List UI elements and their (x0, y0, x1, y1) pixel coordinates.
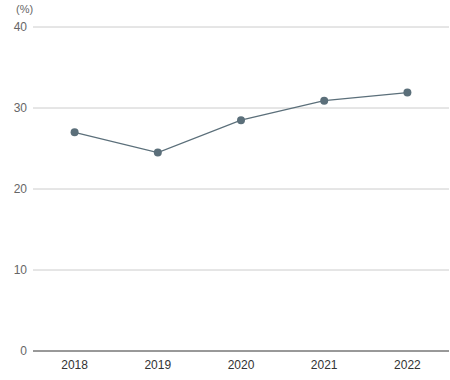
x-tick-label: 2020 (228, 358, 255, 372)
data-point (320, 97, 328, 105)
grid-line (33, 108, 449, 109)
data-point (71, 128, 79, 136)
x-tick-label: 2021 (311, 358, 338, 372)
plot-area (71, 89, 412, 157)
grid-line (33, 189, 449, 190)
y-tick-label: 10 (14, 263, 28, 277)
x-axis-line (33, 351, 449, 352)
data-point (237, 116, 245, 124)
y-tick-label: 30 (14, 101, 28, 115)
x-tick-label: 2019 (144, 358, 171, 372)
data-point (403, 89, 411, 97)
x-tick-label: 2022 (394, 358, 421, 372)
y-tick-label: 0 (20, 344, 27, 358)
y-tick-label: 40 (14, 20, 28, 34)
data-line (75, 93, 408, 153)
grid-line (33, 270, 449, 271)
grid-line (33, 27, 449, 28)
x-tick-label: 2018 (61, 358, 88, 372)
data-point (154, 149, 162, 157)
chart: 0 10 20 30 40 (%) 2018 2019 2020 2021 2022 (0, 0, 450, 380)
y-tick-label: 20 (14, 182, 28, 196)
y-axis-label: (%) (16, 3, 33, 15)
